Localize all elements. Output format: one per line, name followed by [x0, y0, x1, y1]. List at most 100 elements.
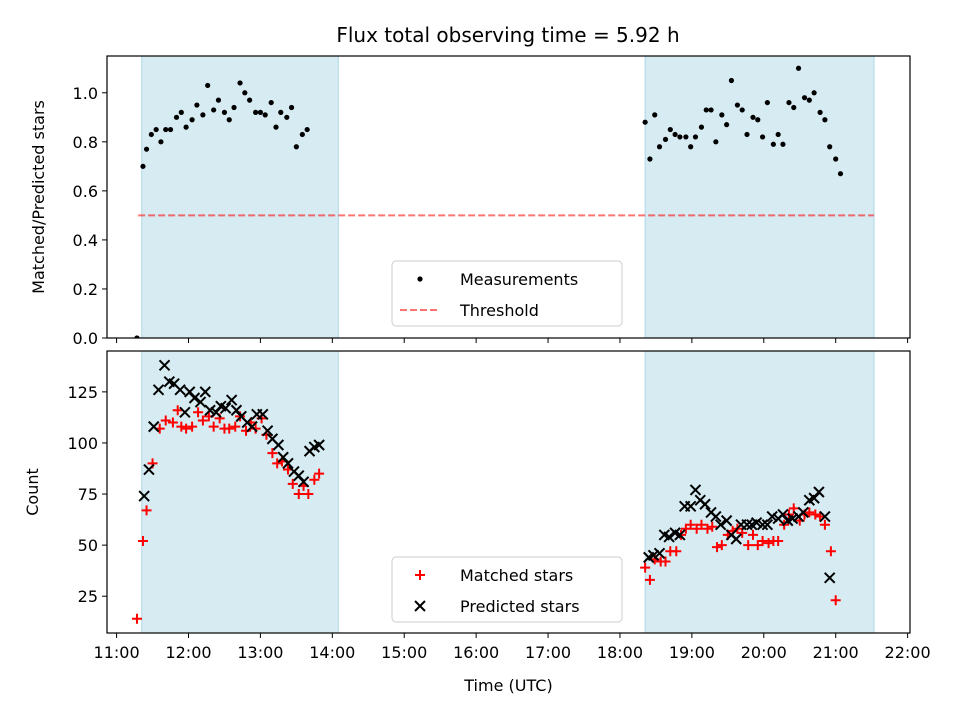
legend-label: Predicted stars [460, 597, 580, 616]
observing-window-band [141, 351, 339, 633]
data-point [179, 406, 191, 419]
data-point [683, 134, 689, 140]
data-point [167, 126, 174, 133]
data-point [786, 99, 792, 106]
data-point [759, 134, 766, 140]
data-point [757, 536, 768, 547]
data-point [708, 107, 714, 113]
data-point [272, 439, 285, 451]
data-point [141, 505, 152, 516]
data-point [692, 134, 699, 140]
data-point [811, 90, 817, 96]
data-point [188, 392, 201, 404]
y-tick-label: 0.2 [73, 280, 98, 299]
data-point [813, 486, 825, 498]
data-point [642, 119, 648, 125]
data-point [712, 542, 723, 553]
x-tick-label: 16:00 [453, 643, 499, 662]
data-point [656, 144, 663, 150]
data-point [178, 109, 184, 115]
observing-window-band [141, 56, 339, 338]
bottom-panel: 25 50 75 100 125 11:00 12:00 13:00 14:00 15:00 16:… [23, 350, 931, 695]
y-tick-label: 0.4 [73, 231, 98, 250]
data-point [810, 509, 821, 520]
data-point [189, 117, 195, 123]
data-point [163, 126, 169, 133]
data-point [211, 107, 217, 113]
data-point [299, 131, 305, 138]
legend-label: Threshold [459, 301, 539, 320]
data-point [224, 423, 235, 434]
data-point [226, 117, 232, 123]
legend-marker [415, 570, 425, 580]
data-point [297, 476, 310, 488]
data-point [225, 394, 238, 406]
data-point [724, 122, 730, 128]
y-tick-label: 0.8 [73, 133, 98, 152]
data-point [230, 421, 241, 432]
data-point [819, 510, 831, 523]
data-point [288, 104, 295, 111]
data-point [699, 498, 711, 510]
data-point [272, 458, 283, 469]
data-point [208, 421, 219, 432]
data-point [199, 386, 211, 398]
data-point [763, 538, 774, 549]
data-point [730, 533, 742, 545]
data-point [823, 572, 836, 584]
y-axis-label: Count [23, 468, 42, 516]
data-point [761, 518, 774, 531]
data-point [158, 359, 171, 372]
data-point [219, 402, 232, 414]
y-tick-label: 0.0 [73, 329, 98, 348]
data-point [822, 117, 828, 123]
data-point [194, 396, 207, 408]
legend-box [391, 556, 623, 623]
data-point [282, 457, 294, 470]
data-point [273, 124, 279, 130]
data-point [187, 421, 198, 432]
data-point [696, 519, 707, 530]
data-point [257, 408, 269, 421]
data-point [728, 77, 735, 84]
x-axis-label: Time (UTC) [463, 676, 552, 695]
data-point [309, 474, 320, 485]
data-point [703, 107, 709, 113]
data-point [689, 484, 702, 496]
data-point [775, 131, 781, 138]
data-point [750, 114, 756, 120]
data-point [267, 448, 278, 459]
data-point [167, 417, 178, 428]
data-point [815, 511, 826, 522]
data-point [293, 489, 304, 500]
data-point [716, 540, 727, 551]
data-point [756, 518, 769, 531]
data-point [795, 65, 802, 71]
data-point [262, 112, 268, 118]
data-point [647, 156, 653, 162]
data-point [241, 425, 252, 436]
data-point [719, 112, 725, 118]
data-point [242, 90, 248, 96]
x-tick-label: 19:00 [669, 643, 715, 662]
axes-frame [106, 55, 911, 339]
data-point [143, 463, 155, 476]
data-point [303, 489, 314, 500]
data-point [817, 109, 823, 115]
data-point [237, 80, 243, 86]
data-point [660, 556, 671, 567]
data-point [672, 131, 678, 138]
series-predicted-stars [138, 359, 836, 584]
data-point [152, 384, 165, 396]
data-point [698, 124, 705, 130]
plot-area [134, 56, 875, 338]
data-point [197, 415, 208, 426]
data-point [261, 424, 274, 437]
data-point [183, 124, 189, 130]
data-point [140, 163, 146, 169]
y-tick-label: 0.6 [73, 182, 98, 201]
data-point [713, 139, 719, 145]
data-point [313, 439, 325, 451]
data-point [827, 144, 833, 150]
